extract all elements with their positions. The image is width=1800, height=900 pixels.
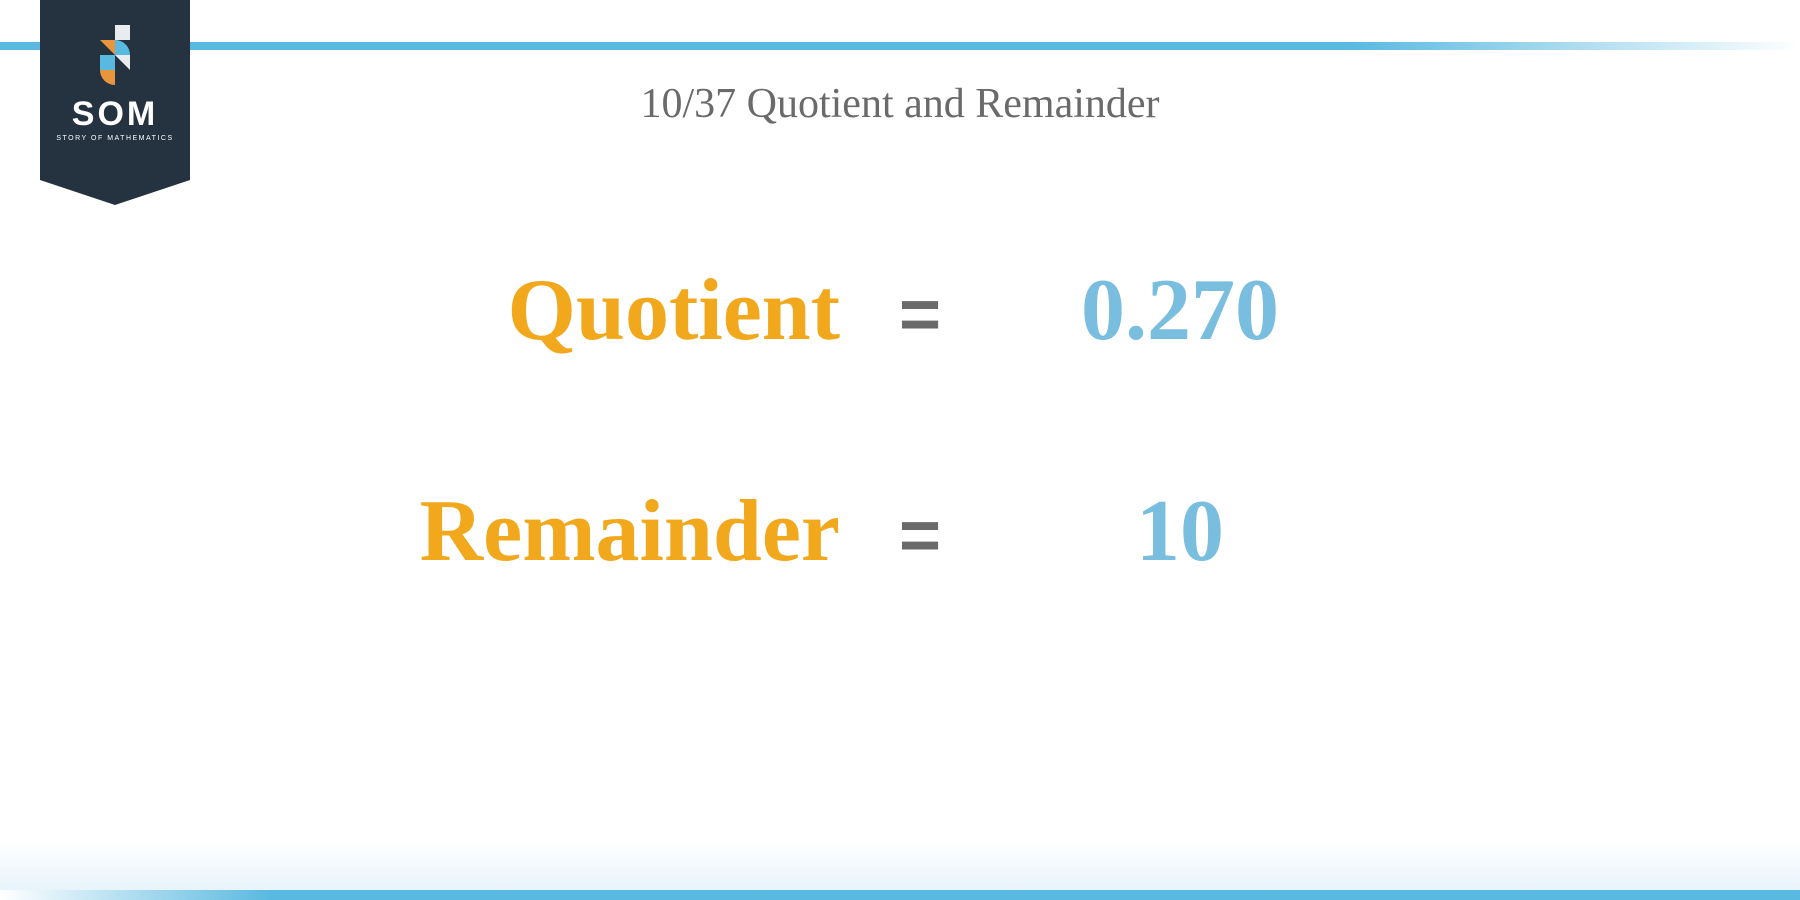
logo-badge: SOM STORY OF MATHEMATICS	[40, 0, 190, 180]
content-area: Quotient = 0.270 Remainder = 10	[280, 260, 1520, 702]
equals-sign: =	[840, 495, 1000, 577]
quotient-row: Quotient = 0.270	[280, 260, 1520, 361]
equals-sign: =	[840, 274, 1000, 356]
remainder-label: Remainder	[280, 481, 840, 582]
remainder-row: Remainder = 10	[280, 481, 1520, 582]
remainder-value: 10	[1000, 481, 1360, 582]
quotient-value: 0.270	[1000, 260, 1360, 361]
logo-text: SOM	[40, 95, 190, 134]
top-accent-bar	[0, 42, 1800, 50]
bottom-fade	[0, 840, 1800, 890]
logo-icon	[85, 25, 145, 85]
bottom-accent-bar	[0, 890, 1800, 900]
page-title: 10/37 Quotient and Remainder	[0, 80, 1800, 128]
quotient-label: Quotient	[280, 260, 840, 361]
logo-subtext: STORY OF MATHEMATICS	[40, 135, 190, 142]
